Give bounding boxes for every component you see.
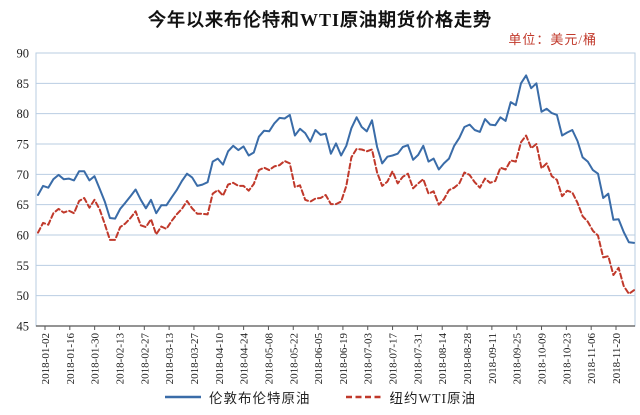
x-axis-label: 2018-10-09 — [537, 333, 549, 385]
y-axis-label: 80 — [17, 107, 30, 121]
y-axis-label: 75 — [17, 138, 30, 152]
x-axis-label: 2018-01-02 — [40, 333, 52, 384]
y-axis-label: 45 — [17, 320, 30, 334]
y-axis-label: 55 — [17, 259, 30, 273]
x-axis-label: 2018-03-27 — [189, 333, 201, 385]
legend-label-wti: 纽约WTI原油 — [389, 391, 476, 406]
y-axis-label: 65 — [17, 198, 30, 212]
unit-label: 单位：美元/桶 — [508, 32, 597, 47]
legend-item-brent: 伦敦布伦特原油 — [164, 387, 311, 407]
legend-item-wti: 纽约WTI原油 — [345, 387, 476, 407]
brent-solid-line-swatch — [165, 395, 201, 399]
x-axis-label: 2018-09-25 — [512, 333, 524, 385]
wti-dashed-line-swatch — [345, 395, 382, 399]
x-axis-label: 2018-04-10 — [214, 333, 226, 385]
x-axis-label: 2018-01-30 — [90, 333, 102, 385]
y-axis-label: 85 — [17, 77, 30, 91]
x-axis-label: 2018-10-23 — [561, 333, 573, 385]
y-axis-label: 70 — [17, 168, 30, 182]
x-axis-label: 2018-09-11 — [487, 333, 499, 384]
y-axis-label: 60 — [17, 229, 30, 243]
x-axis-label: 2018-01-16 — [65, 333, 77, 385]
chart-title: 今年以来布伦特和WTI原油期货价格走势 — [147, 10, 492, 30]
chart-legend: 伦敦布伦特原油 纽约WTI原油 — [0, 386, 640, 408]
x-axis-label: 2018-02-27 — [139, 333, 151, 385]
y-axis-label: 50 — [17, 289, 30, 303]
x-axis-label: 2018-11-06 — [586, 333, 598, 384]
x-axis-label: 2018-05-08 — [263, 333, 275, 385]
legend-label-brent: 伦敦布伦特原油 — [209, 391, 311, 406]
x-axis-label: 2018-06-05 — [313, 333, 325, 385]
x-axis-label: 2018-02-13 — [114, 333, 126, 385]
wti-price-line — [37, 134, 635, 295]
x-axis-label: 2018-05-22 — [288, 333, 300, 384]
x-axis-label: 2018-11-20 — [611, 333, 623, 384]
x-axis-label: 2018-07-03 — [363, 333, 375, 385]
x-axis-label: 2018-06-19 — [338, 333, 350, 385]
x-axis-label: 2018-08-14 — [437, 333, 449, 385]
x-axis-label: 2018-08-28 — [462, 333, 474, 385]
x-axis-label: 2018-07-31 — [412, 333, 424, 384]
x-axis-label: 2018-03-13 — [164, 333, 176, 385]
x-axis-label: 2018-07-17 — [388, 333, 400, 385]
x-axis-label: 2018-04-24 — [239, 333, 251, 385]
plot-border — [35, 52, 636, 327]
y-axis-label: 90 — [17, 47, 30, 61]
brent-price-line — [37, 74, 635, 244]
